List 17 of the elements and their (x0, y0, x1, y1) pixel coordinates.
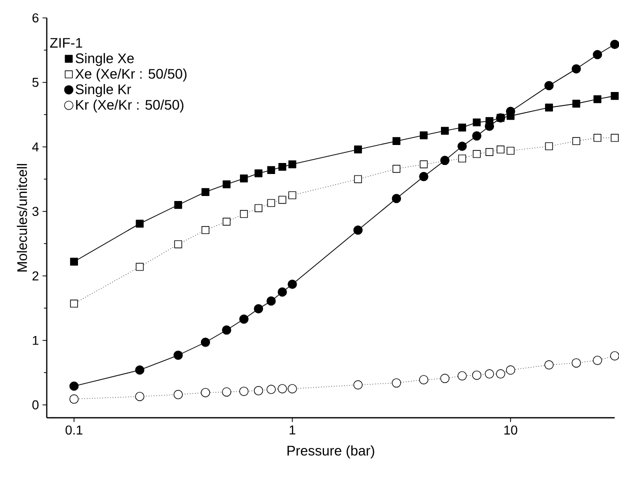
y-tick-label: 4 (32, 142, 39, 152)
legend-label: Single Xe (76, 52, 134, 66)
x-axis-title: Pressure (bar) (288, 445, 374, 458)
y-tick-label: 3 (32, 206, 38, 216)
legend-label: Single Kr (76, 84, 132, 97)
y-tick-label: 2 (32, 271, 38, 280)
y-tick-label: 0 (32, 400, 39, 410)
x-tick-label: 0.1 (66, 425, 82, 434)
y-axis-title: Molecules/unitcell (16, 164, 28, 272)
legend-label: Kr (Xe/Kr : 50/50) (76, 99, 184, 112)
y-tick-label: 6 (32, 13, 38, 22)
legend-title: ZIF-1 (50, 38, 82, 48)
x-tick-label: 10 (504, 425, 518, 434)
x-tick-label: 1 (290, 425, 296, 434)
legend-label: Xe (Xe/Kr : 50/50) (75, 68, 186, 82)
y-tick-label: 5 (32, 78, 38, 87)
y-tick-label: 1 (32, 336, 38, 345)
